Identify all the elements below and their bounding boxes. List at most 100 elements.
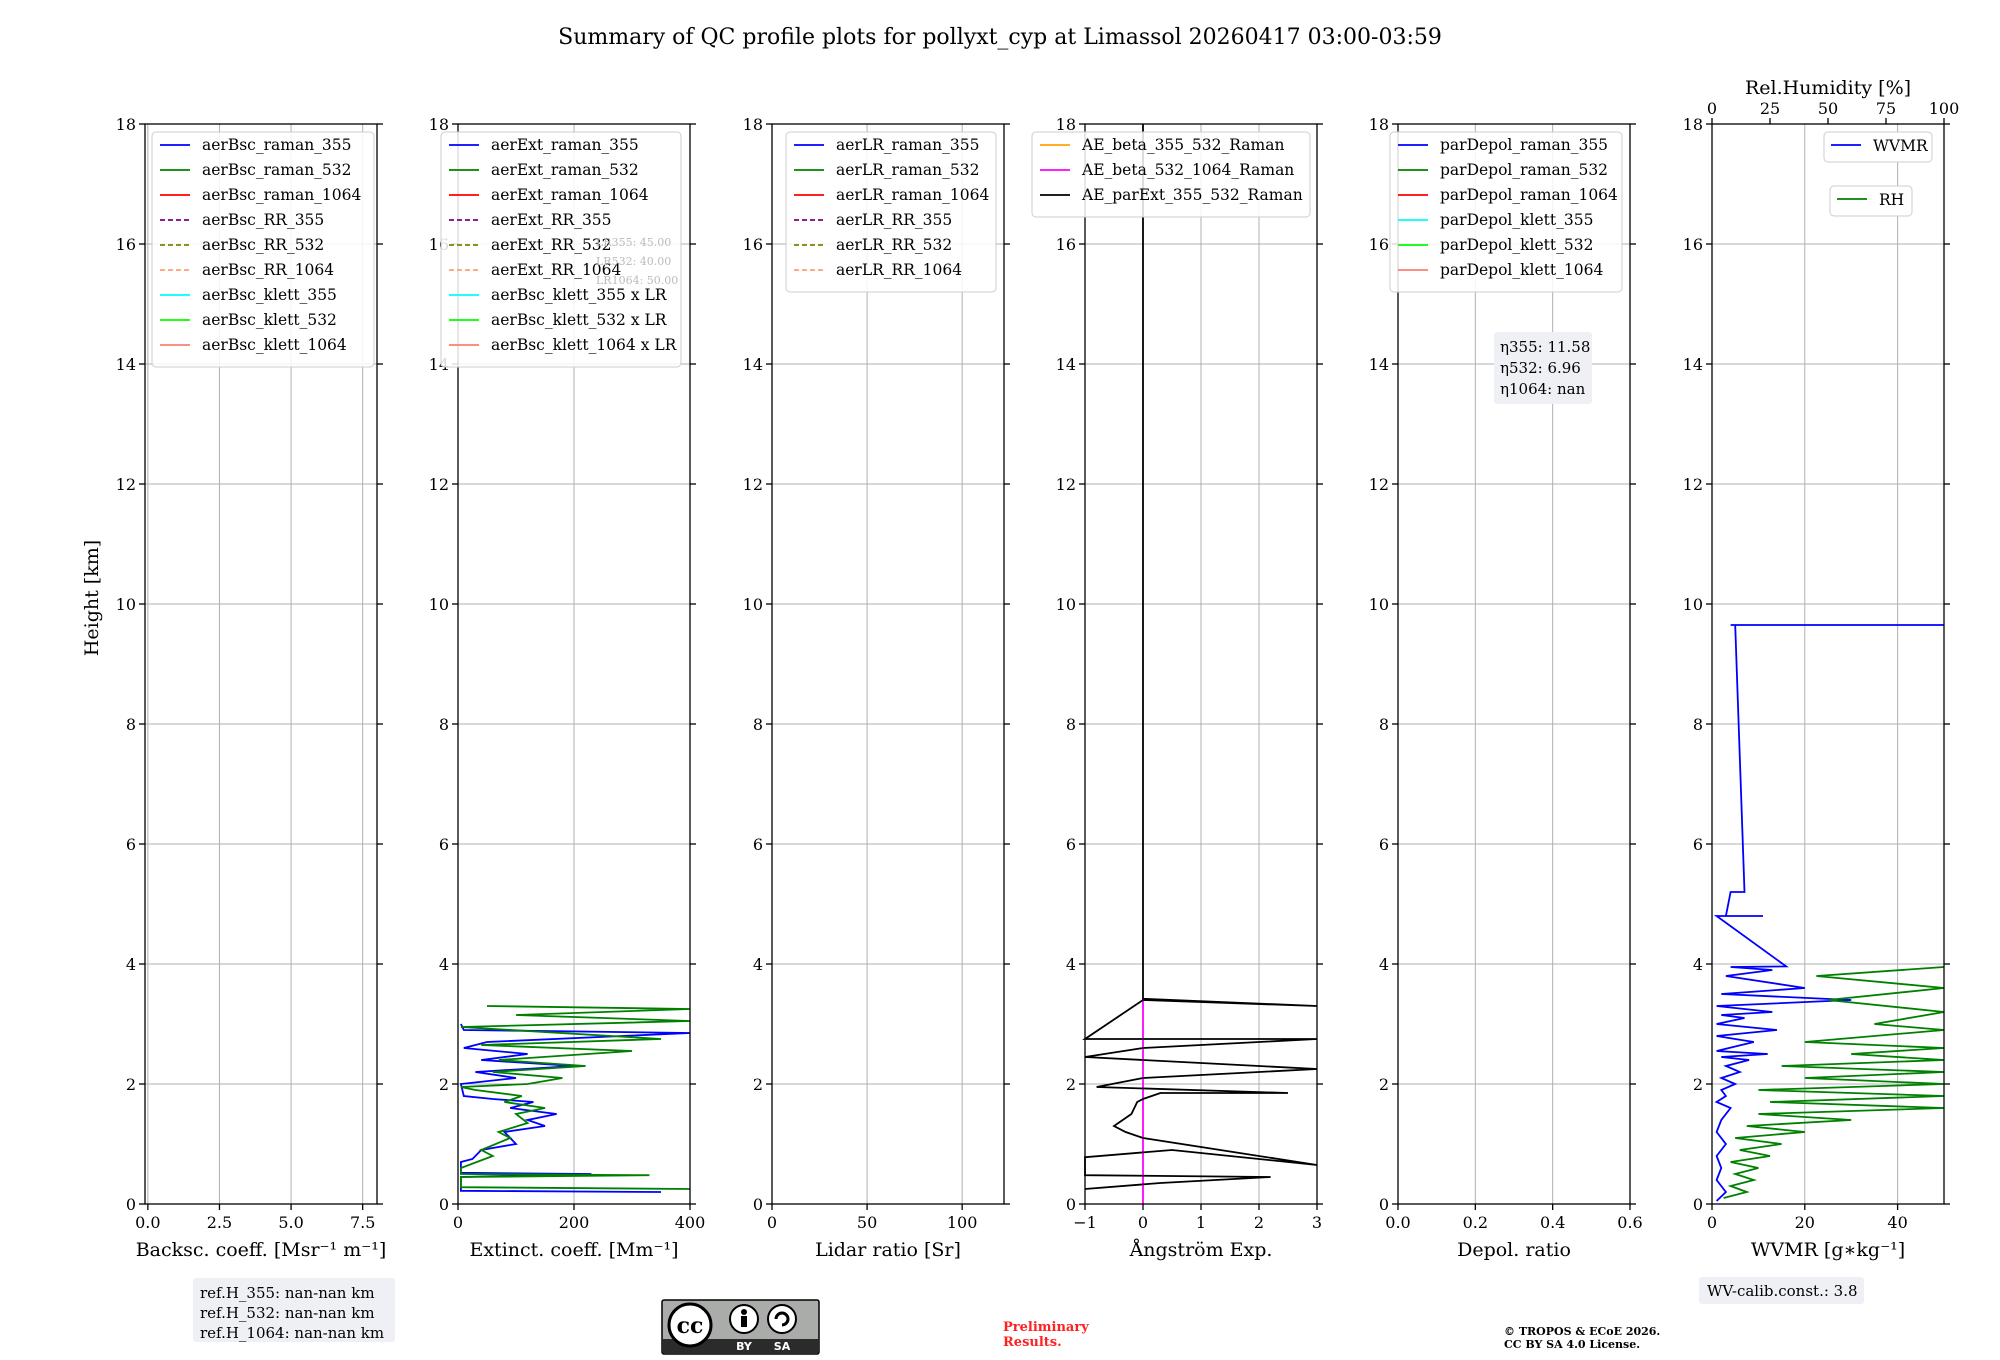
panel-5: 0 2 4 6 8 10 12 14 16 18 0.0 0.2 0.4 0.6 Depol. ratio p…	[1369, 115, 1643, 1261]
axes-frame	[1711, 123, 1945, 1205]
y-tick-label: 10	[1056, 595, 1076, 614]
x-axis-label: Backsc. coeff. [Msr⁻¹ m⁻¹]	[136, 1239, 387, 1261]
legend-box	[440, 131, 682, 368]
y-tick-label: 12	[429, 475, 449, 494]
y-tick-label: 0	[439, 1195, 449, 1214]
x-tick-label: 40	[1887, 1213, 1907, 1232]
ref-h-532: ref.H_532: nan-nan km	[200, 1304, 375, 1322]
y-tick-label: 2	[126, 1075, 136, 1094]
legend-label: parDepol_raman_355	[1440, 136, 1608, 154]
y-tick-label: 4	[1066, 955, 1076, 974]
legend-box	[1031, 131, 1311, 218]
series-aerExt_raman_532	[459, 1005, 691, 1190]
axes-frame	[1397, 123, 1631, 1205]
cc-logo-text: cc	[677, 1313, 704, 1339]
y-tick-label: 18	[1056, 115, 1076, 134]
y-tick-label: 10	[1369, 595, 1389, 614]
x-tick-label: 2.5	[207, 1213, 232, 1232]
legend-label: AE_beta_355_532_Raman	[1081, 136, 1284, 154]
wv-calib-box	[1699, 1277, 1864, 1304]
legend-label: aerBsc_klett_355	[202, 286, 337, 304]
y-tick-label: 0	[126, 1195, 136, 1214]
legend-label: RH	[1879, 191, 1904, 209]
y-tick-label: 16	[1683, 235, 1703, 254]
y-tick-label: 6	[439, 835, 449, 854]
preliminary-line-1: Preliminary	[1003, 1320, 1089, 1335]
legend-label: aerBsc_RR_532	[202, 236, 324, 254]
x-tick-label: 50	[857, 1213, 877, 1232]
axes-frame	[771, 123, 1005, 1205]
legend-label: aerLR_RR_532	[836, 236, 952, 254]
y-tick-label: 6	[1066, 835, 1076, 854]
y-tick-label: 12	[1369, 475, 1389, 494]
y-tick-label: 8	[126, 715, 136, 734]
x-axis-label: Extinct. coeff. [Mm⁻¹]	[469, 1239, 678, 1261]
sa-share-icon	[767, 1304, 797, 1334]
y-tick-label: 0	[1379, 1195, 1389, 1214]
y-tick-label: 16	[743, 235, 763, 254]
y-tick-label: 2	[1379, 1075, 1389, 1094]
legend-box	[1389, 131, 1623, 293]
y-tick-label: 18	[1683, 115, 1703, 134]
x-tick-label: 5.0	[278, 1213, 303, 1232]
top-x-tick-label: 50	[1818, 99, 1838, 118]
legend-box	[785, 131, 997, 293]
y-tick-label: 14	[743, 355, 763, 374]
top-x-tick-label: 25	[1760, 99, 1780, 118]
y-tick-label: 18	[116, 115, 136, 134]
x-tick-label: 0	[1138, 1213, 1148, 1232]
x-tick-label: −1	[1073, 1213, 1097, 1232]
x-axis-label: Ångström Exp.	[1129, 1239, 1273, 1261]
legend-label: aerBsc_RR_1064	[202, 261, 334, 279]
x-tick-label: 2	[1254, 1213, 1264, 1232]
series-RH	[1723, 966, 1945, 1199]
legend-label: parDepol_klett_1064	[1440, 261, 1603, 279]
y-tick-label: 18	[1369, 115, 1389, 134]
wv-calib-text: WV-calib.const.: 3.8	[1707, 1282, 1858, 1300]
y-tick-label: 10	[743, 595, 763, 614]
legend-label: aerBsc_klett_1064	[202, 336, 347, 354]
y-tick-label: 4	[439, 955, 449, 974]
legend-label: aerExt_RR_1064	[491, 261, 622, 279]
x-tick-label: 0	[1707, 1213, 1717, 1232]
panel-3: 0 2 4 6 8 10 12 14 16 18 0 50 100 Lidar ratio [Sr] aer…	[743, 115, 1010, 1261]
x-tick-label: 0	[453, 1213, 463, 1232]
y-tick-label: 2	[1066, 1075, 1076, 1094]
x-axis-label: Depol. ratio	[1457, 1239, 1571, 1261]
x-tick-label: 400	[675, 1213, 706, 1232]
legend-box	[151, 131, 375, 368]
y-tick-label: 8	[1066, 715, 1076, 734]
y-tick-label: 4	[126, 955, 136, 974]
legend-label: aerLR_raman_1064	[836, 186, 989, 204]
legend-box	[1823, 131, 1933, 163]
y-tick-label: 6	[1693, 835, 1703, 854]
cc-logo-icon	[667, 1302, 713, 1348]
y-axis-label: Height [km]	[81, 540, 103, 656]
legend-label: aerLR_raman_355	[836, 136, 979, 154]
cc-license-badge: cc BY SA	[661, 1299, 820, 1355]
top-x-tick-label: 0	[1707, 99, 1717, 118]
sa-label: SA	[774, 1340, 791, 1353]
legend-label: parDepol_klett_532	[1440, 236, 1593, 254]
ref-h-1064: ref.H_1064: nan-nan km	[200, 1324, 384, 1342]
legend-label: parDepol_raman_532	[1440, 161, 1608, 179]
y-tick-label: 4	[1379, 955, 1389, 974]
top-x-axis-label: Rel.Humidity [%]	[1745, 77, 1911, 99]
x-tick-label: 3	[1312, 1213, 1322, 1232]
legend-label: AE_beta_532_1064_Raman	[1081, 161, 1294, 179]
y-tick-label: 2	[753, 1075, 763, 1094]
x-axis-label: Lidar ratio [Sr]	[815, 1239, 961, 1261]
x-tick-label: 1	[1196, 1213, 1206, 1232]
y-tick-label: 14	[1683, 355, 1703, 374]
y-tick-label: 0	[1693, 1195, 1703, 1214]
y-tick-label: 14	[1369, 355, 1389, 374]
ref-height-note: ref.H_355: nan-nan km ref.H_532: nan-nan…	[193, 1278, 395, 1342]
figure-title: Summary of QC profile plots for pollyxt_…	[558, 25, 1442, 50]
y-tick-label: 8	[753, 715, 763, 734]
y-tick-label: 10	[116, 595, 136, 614]
legend-label: aerBsc_klett_1064 x LR	[491, 336, 678, 354]
